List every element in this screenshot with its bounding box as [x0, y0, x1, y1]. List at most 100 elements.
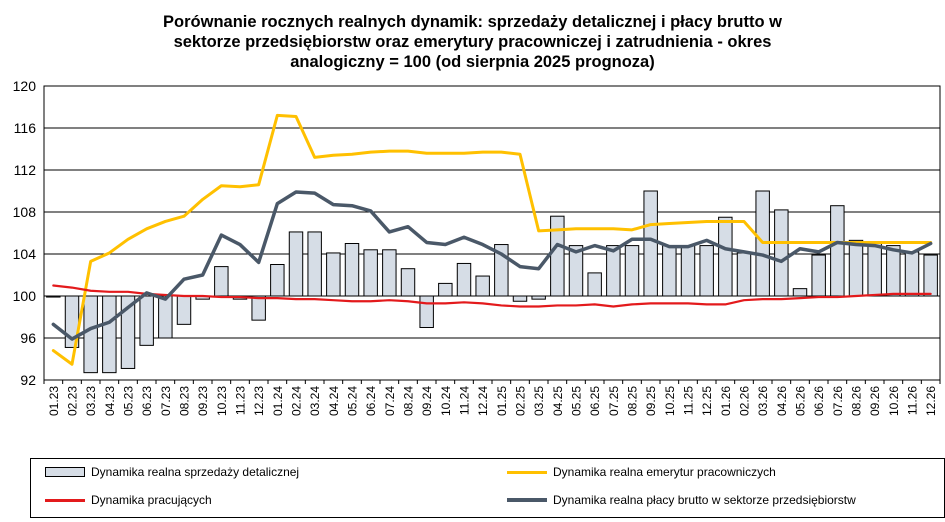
x-tick-label: 04.23	[103, 386, 117, 416]
y-tick-label: 108	[13, 204, 37, 220]
bar-sprzedaz	[382, 249, 397, 297]
x-tick-label: 02.24	[290, 386, 304, 416]
x-tick-label: 05.23	[122, 386, 136, 416]
legend-label-pracujacych: Dynamika pracujących	[91, 493, 212, 507]
x-tick-label: 01.24	[271, 386, 285, 416]
bar-sprzedaz	[923, 254, 938, 297]
x-tick-label: 02.25	[514, 386, 528, 416]
x-tick-label: 03.26	[756, 386, 770, 416]
x-tick-label: 08.26	[850, 386, 864, 416]
bar-sprzedaz	[307, 231, 322, 297]
x-tick-label: 09.26	[868, 386, 882, 416]
x-tick-label: 03.25	[532, 386, 546, 416]
x-tick-label: 06.26	[812, 386, 826, 416]
bar-sprzedaz	[176, 295, 192, 325]
x-tick-label: 07.24	[383, 386, 397, 416]
x-tick-label: 01.26	[719, 386, 733, 416]
series-line-placy	[51, 190, 933, 341]
bar-sprzedaz	[792, 288, 808, 297]
x-tick-label: 11.24	[458, 386, 472, 415]
y-tick-label: 92	[20, 372, 36, 388]
bar-sprzedaz	[886, 245, 901, 297]
chart-plot: 92 96 100 104 108 112 116 120 01.23 02.23 03.23 04.…	[13, 78, 941, 416]
legend-swatch-pracujacych	[45, 498, 85, 502]
x-tick-label: 12.23	[252, 386, 266, 416]
bar-sprzedaz	[811, 254, 826, 297]
x-tick-label: 12.24	[476, 386, 490, 416]
x-tick-label: 05.25	[570, 386, 584, 416]
legend-item-sprzedaz: Dynamika realna sprzedaży detalicznej	[45, 465, 299, 479]
x-tick-label: 09.25	[644, 386, 658, 416]
chart-title: Porównanie rocznych realnych dynamik: sp…	[60, 12, 885, 72]
x-tick-label: 10.24	[439, 386, 453, 416]
x-tick-label: 02.23	[66, 386, 80, 416]
bar-sprzedaz	[139, 295, 154, 346]
x-tick-label: 07.23	[159, 386, 173, 416]
plot-frame	[43, 85, 941, 381]
x-tick-label: 09.23	[196, 386, 210, 416]
legend-label-emerytury: Dynamika realna emerytur pracowniczych	[553, 465, 776, 479]
y-tick-label: 100	[13, 288, 37, 304]
x-tick-label: 01.23	[47, 386, 61, 416]
bar-sprzedaz	[512, 295, 528, 302]
x-tick-label: 06.23	[140, 386, 154, 416]
x-tick-label: 02.26	[738, 386, 752, 416]
bar-sprzedaz	[830, 205, 845, 297]
legend-swatch-sprzedaz	[45, 467, 85, 477]
x-tick-label: 10.26	[887, 386, 901, 416]
x-tick-label: 11.25	[682, 386, 696, 415]
x-tick-label: 08.24	[402, 386, 416, 416]
bar-sprzedaz	[643, 190, 658, 297]
bar-sprzedaz	[867, 243, 882, 297]
bar-sprzedaz	[326, 252, 341, 297]
bar-sprzedaz	[680, 245, 696, 297]
y-tick-label: 96	[20, 330, 36, 346]
bar-sprzedaz	[718, 216, 733, 297]
x-tick-label: 09.24	[420, 386, 434, 416]
bar-sprzedaz	[736, 252, 752, 297]
bar-sprzedaz	[288, 231, 304, 297]
bar-sprzedaz	[774, 209, 789, 297]
x-tick-label: 08.25	[626, 386, 640, 416]
bar-sprzedaz	[214, 266, 229, 297]
legend-item-emerytury: Dynamika realna emerytur pracowniczych	[507, 465, 776, 479]
x-tick-label: 10.23	[215, 386, 229, 416]
x-tick-label: 05.24	[346, 386, 360, 416]
bar-sprzedaz	[568, 245, 584, 297]
bar-sprzedaz	[606, 245, 621, 297]
legend-swatch-emerytury	[507, 470, 547, 474]
legend-swatch-placy	[507, 498, 547, 502]
x-tick-label: 06.25	[588, 386, 602, 416]
x-tick-label: 06.24	[364, 386, 378, 416]
bar-sprzedaz	[456, 262, 472, 297]
bar-sprzedaz	[699, 245, 714, 297]
x-tick-label: 07.26	[831, 386, 845, 416]
bar-sprzedaz	[419, 295, 434, 328]
bar-sprzedaz	[438, 282, 453, 297]
x-tick-label: 11.26	[906, 386, 920, 415]
x-tick-label: 12.25	[700, 386, 714, 416]
bar-sprzedaz	[624, 245, 640, 297]
x-tick-label: 11.23	[234, 386, 248, 415]
bar-sprzedaz	[904, 251, 920, 297]
chart-legend: Dynamika realna sprzedaży detalicznej Dy…	[30, 458, 945, 518]
x-tick-label: 12.26	[924, 386, 938, 416]
bar-sprzedaz	[270, 264, 285, 297]
x-tick-label: 03.24	[308, 386, 322, 416]
x-tick-label: 04.25	[551, 386, 565, 416]
series-line-pracujacych	[52, 284, 932, 308]
x-tick-label: 04.26	[775, 386, 789, 416]
bar-sprzedaz	[120, 295, 136, 369]
x-tick-label: 07.25	[607, 386, 621, 416]
x-tick-label: 04.24	[327, 386, 341, 416]
y-tick-label: 120	[13, 78, 37, 94]
bar-sprzedaz	[531, 295, 546, 300]
x-tick-label: 05.26	[794, 386, 808, 416]
y-tick-label: 112	[14, 162, 37, 178]
bar-sprzedaz	[83, 295, 98, 374]
bar-sprzedaz	[363, 249, 378, 297]
bar-sprzedaz	[475, 275, 490, 297]
bar-sprzedaz	[848, 239, 864, 297]
legend-label-sprzedaz: Dynamika realna sprzedaży detalicznej	[91, 465, 300, 479]
bar-sprzedaz	[251, 295, 266, 321]
